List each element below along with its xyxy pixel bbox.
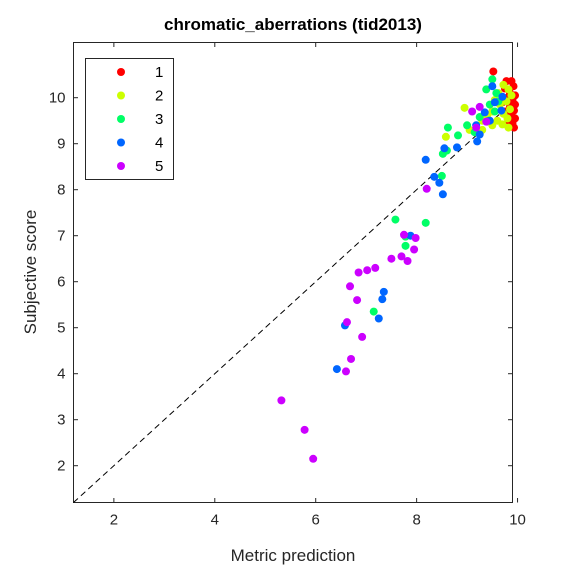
- data-point-series-4: [435, 178, 444, 187]
- legend-marker-2: [117, 91, 125, 100]
- data-point-series-5: [410, 245, 419, 254]
- y-axis-label: Subjective score: [21, 210, 40, 335]
- y-tick-label: 5: [57, 320, 65, 337]
- data-point-series-5: [411, 234, 420, 242]
- legend-marker-5: [117, 162, 125, 170]
- data-point-series-2: [503, 114, 512, 123]
- legend-label-1: 1: [155, 64, 163, 81]
- data-point-series-5: [400, 230, 409, 239]
- y-axis-ticks: 2 3 4 5 6 7 8 9 10: [49, 90, 513, 475]
- x-tick-label: 6: [312, 512, 320, 529]
- data-point-series-4: [379, 287, 388, 296]
- legend-label-5: 5: [155, 158, 163, 175]
- y-tick-label: 2: [57, 458, 65, 475]
- x-axis-ticks: 2 4 6 8 10: [110, 42, 526, 529]
- data-point-series-5: [341, 367, 350, 376]
- data-point-series-5: [397, 252, 406, 261]
- data-point-series-3: [492, 89, 501, 98]
- data-point-series-5: [422, 184, 431, 193]
- data-point-series-5: [353, 296, 362, 305]
- data-point-series-1: [510, 123, 519, 132]
- data-point-series-4: [332, 365, 341, 374]
- data-point-series-5: [300, 425, 309, 434]
- legend-label-2: 2: [155, 88, 163, 105]
- data-point-series-4: [438, 190, 447, 199]
- data-point-series-2: [441, 132, 450, 141]
- x-tick-label: 8: [412, 512, 420, 529]
- reference-line: [73, 101, 513, 503]
- data-point-series-4: [452, 143, 461, 152]
- data-point-series-4: [497, 106, 506, 115]
- data-point-series-5: [346, 282, 355, 291]
- y-tick-label: 6: [57, 274, 65, 291]
- data-point-series-4: [378, 295, 387, 304]
- data-point-series-3: [443, 123, 452, 132]
- data-point-series-4: [430, 172, 439, 181]
- data-point-series-4: [421, 155, 430, 164]
- data-point-series-3: [490, 107, 499, 116]
- data-point-series-5: [309, 454, 318, 463]
- legend-label-3: 3: [155, 111, 163, 128]
- data-point-series-5: [358, 332, 367, 341]
- x-tick-label: 4: [211, 512, 219, 529]
- legend-label-4: 4: [155, 135, 163, 152]
- data-point-series-5: [387, 254, 396, 263]
- chart-title: chromatic_aberrations (tid2013): [164, 15, 422, 34]
- data-point-series-3: [488, 75, 497, 84]
- data-point-series-5: [363, 266, 372, 275]
- data-point-series-3: [421, 218, 430, 227]
- data-point-series-3: [437, 171, 446, 180]
- y-tick-label: 7: [57, 228, 65, 245]
- data-point-series-4: [440, 144, 449, 153]
- y-tick-label: 10: [49, 90, 66, 107]
- data-point-series-2: [505, 105, 514, 114]
- data-point-series-2: [498, 120, 507, 129]
- data-point-series-3: [401, 241, 410, 250]
- data-point-series-4: [480, 108, 489, 117]
- x-tick-label: 2: [110, 512, 118, 529]
- data-point-series-1: [489, 67, 498, 76]
- data-point-series-4: [475, 130, 484, 139]
- data-point-series-5: [403, 257, 412, 265]
- legend-marker-3: [117, 115, 125, 123]
- y-tick-label: 8: [57, 182, 65, 199]
- data-point-series-5: [342, 318, 351, 327]
- data-point-series-3: [454, 131, 463, 140]
- data-point-series-4: [490, 98, 499, 107]
- data-point-series-5: [482, 117, 491, 126]
- data-point-series-5: [475, 102, 484, 111]
- data-point-series-5: [354, 268, 363, 277]
- data-point-series-3: [369, 307, 378, 316]
- y-tick-label: 3: [57, 412, 65, 429]
- data-point-series-2: [499, 80, 508, 89]
- data-point-series-5: [468, 107, 477, 116]
- data-point-series-2: [507, 91, 516, 100]
- legend-marker-4: [117, 138, 125, 147]
- data-point-series-4: [488, 82, 497, 91]
- y-tick-label: 9: [57, 136, 65, 153]
- data-point-series-5: [472, 123, 481, 132]
- data-point-series-3: [391, 215, 400, 224]
- data-point-series-5: [277, 396, 286, 405]
- data-point-series-5: [371, 263, 380, 272]
- x-axis-label: Metric prediction: [231, 546, 356, 565]
- data-point-series-2: [460, 103, 469, 112]
- data-point-series-4: [374, 314, 383, 323]
- data-point-series-4: [473, 137, 482, 146]
- data-point-series-4: [498, 92, 507, 101]
- data-point-series-3: [475, 113, 484, 122]
- legend-marker-1: [117, 68, 125, 76]
- x-tick-label: 10: [509, 512, 526, 529]
- legend: 1 2 3 4 5: [85, 58, 174, 180]
- data-point-series-2: [504, 85, 513, 94]
- legend-box: [85, 58, 174, 180]
- y-tick-label: 4: [57, 366, 65, 383]
- data-point-series-3: [463, 121, 472, 130]
- data-points: [277, 67, 520, 463]
- data-point-series-5: [347, 354, 356, 363]
- data-point-series-2: [504, 123, 513, 132]
- data-point-series-3: [482, 85, 491, 94]
